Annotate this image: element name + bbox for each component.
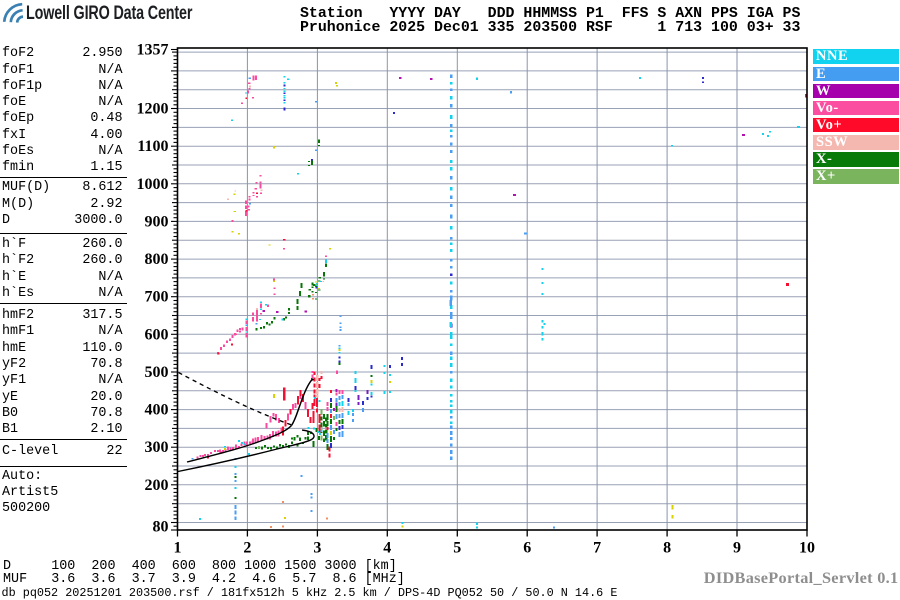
svg-text:1357: 1357 [137, 42, 169, 59]
svg-text:9: 9 [733, 540, 741, 557]
svg-text:7: 7 [593, 540, 601, 557]
svg-text:500: 500 [145, 364, 169, 381]
svg-text:1100: 1100 [137, 138, 168, 155]
svg-text:700: 700 [145, 289, 169, 306]
svg-text:3: 3 [313, 540, 321, 557]
svg-text:200: 200 [145, 477, 169, 494]
svg-text:1: 1 [174, 540, 182, 557]
svg-text:300: 300 [145, 439, 169, 456]
svg-text:10: 10 [799, 540, 815, 557]
svg-text:400: 400 [145, 402, 169, 419]
svg-text:5: 5 [453, 540, 461, 557]
svg-text:2: 2 [243, 540, 251, 557]
svg-text:800: 800 [145, 251, 169, 268]
svg-text:900: 900 [145, 213, 169, 230]
svg-text:1200: 1200 [137, 101, 169, 118]
svg-text:600: 600 [145, 326, 169, 343]
svg-text:4: 4 [383, 540, 391, 557]
svg-text:6: 6 [523, 540, 531, 557]
svg-text:8: 8 [663, 540, 671, 557]
svg-text:80: 80 [153, 519, 169, 536]
svg-text:1000: 1000 [137, 176, 169, 193]
